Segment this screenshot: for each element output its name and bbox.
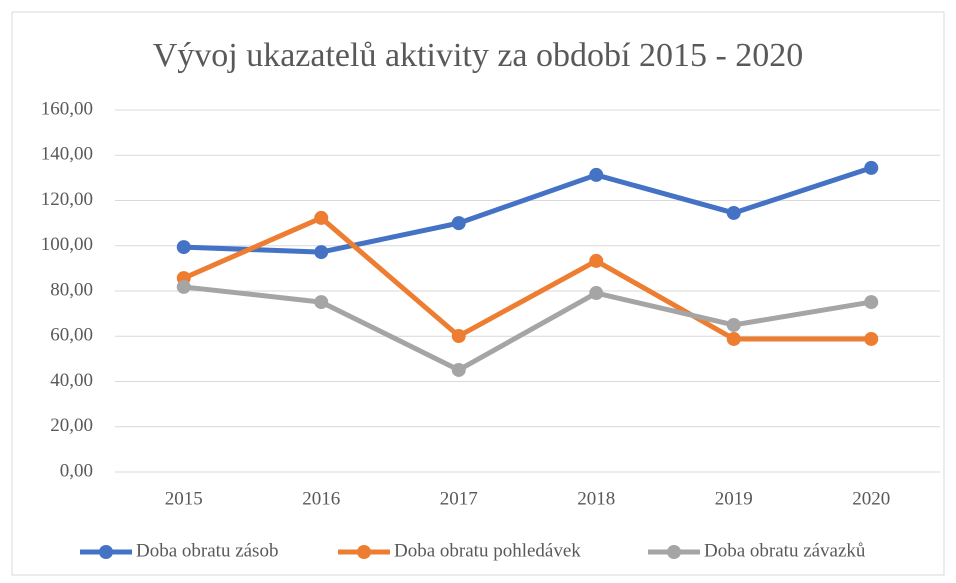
point xyxy=(726,331,741,346)
y-tick-label: 100,00 xyxy=(41,234,93,255)
point xyxy=(314,245,329,260)
y-tick-label: 40,00 xyxy=(50,370,93,391)
y-tick-label: 140,00 xyxy=(41,144,93,165)
x-tick-label: 2015 xyxy=(165,488,203,509)
legend-label: Doba obratu zásob xyxy=(136,540,278,561)
chart-title: Vývoj ukazatelů aktivity za období 2015 … xyxy=(153,37,804,74)
point xyxy=(451,362,466,377)
point xyxy=(451,216,466,231)
point xyxy=(176,240,191,255)
series-line xyxy=(182,215,872,342)
x-tick-label: 2019 xyxy=(715,488,753,509)
point xyxy=(176,279,191,294)
point xyxy=(864,160,879,175)
y-tick-label: 60,00 xyxy=(50,325,93,346)
legend-marker xyxy=(357,545,371,559)
x-tick-label: 2020 xyxy=(852,488,890,509)
point xyxy=(589,286,604,301)
chart-border xyxy=(11,11,945,576)
x-tick-label: 2017 xyxy=(440,488,478,509)
legend-label: Doba obratu pohledávek xyxy=(394,540,581,561)
point xyxy=(864,331,879,346)
y-tick-label: 80,00 xyxy=(50,279,93,300)
point xyxy=(451,329,466,344)
point xyxy=(589,167,604,182)
series-line xyxy=(183,165,873,255)
legend-label: Doba obratu závazků xyxy=(704,540,866,561)
point xyxy=(726,205,741,220)
point xyxy=(726,317,741,332)
point xyxy=(589,253,604,268)
y-tick-label: 120,00 xyxy=(41,189,93,210)
point xyxy=(314,210,329,225)
point xyxy=(314,295,329,310)
point xyxy=(864,295,879,310)
legend-marker xyxy=(667,545,681,559)
x-tick-label: 2016 xyxy=(302,488,340,509)
y-tick-label: 20,00 xyxy=(50,415,93,436)
legend-marker xyxy=(99,545,113,559)
series-line xyxy=(183,284,872,373)
y-tick-label: 0,00 xyxy=(60,460,93,481)
y-tick-label: 160,00 xyxy=(41,98,93,119)
x-tick-label: 2018 xyxy=(577,488,615,509)
